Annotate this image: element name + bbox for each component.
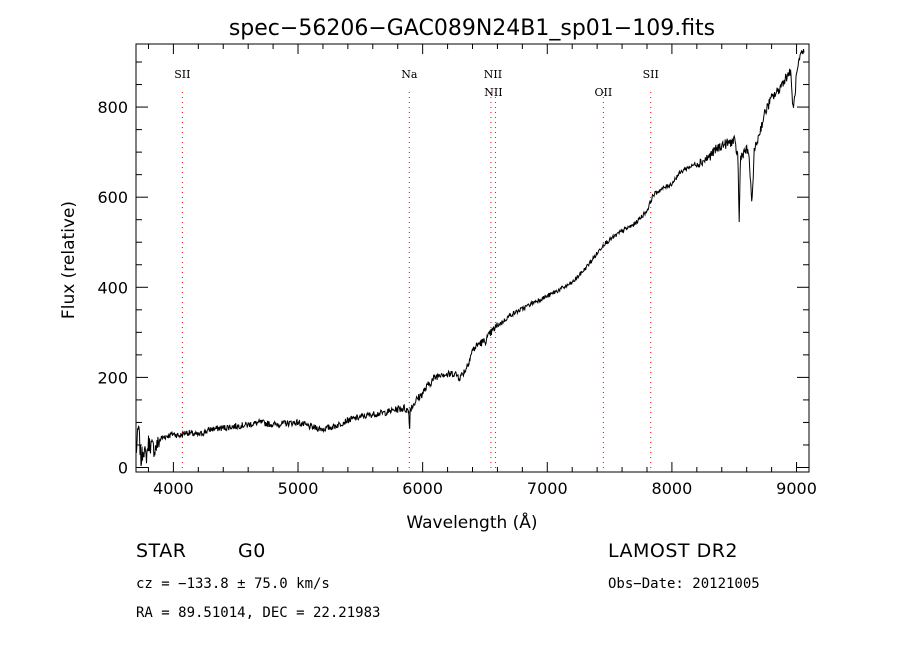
y-tick-label: 0 — [118, 458, 128, 477]
redshift-text: cz = −133.8 ± 75.0 km/s — [136, 576, 330, 592]
object-subclass: G0 — [238, 540, 266, 562]
x-tick-label: 7000 — [527, 479, 568, 498]
x-tick-label: 9000 — [776, 479, 817, 498]
x-tick-label: 5000 — [278, 479, 319, 498]
y-axis-label: Flux (relative) — [59, 201, 79, 319]
survey-name: LAMOST DR2 — [608, 540, 738, 562]
spectral-line-label: SII — [174, 68, 190, 81]
emission-line-markers: SII Na NII NII OII SII — [174, 68, 659, 472]
x-axis: 4000 5000 6000 7000 8000 9000 — [147, 44, 817, 498]
x-axis-label: Wavelength (Å) — [406, 511, 537, 533]
spectral-line-label: SII — [643, 68, 659, 81]
y-tick-label: 600 — [97, 188, 128, 207]
x-tick-label: 4000 — [153, 479, 194, 498]
chart-title: spec−56206−GAC089N24B1_sp01−109.fits — [229, 16, 715, 41]
x-tick-label: 8000 — [652, 479, 693, 498]
x-tick-label: 6000 — [402, 479, 443, 498]
obs-date-text: Obs−Date: 20121005 — [608, 576, 760, 592]
y-tick-label: 800 — [97, 98, 128, 117]
object-class: STAR — [136, 540, 187, 562]
spectrum-line — [136, 49, 805, 467]
y-tick-label: 200 — [97, 368, 128, 387]
spectral-line-label: Na — [401, 68, 418, 81]
y-tick-label: 400 — [97, 278, 128, 297]
spectral-line-label: NII — [484, 86, 502, 99]
coordinates-text: RA = 89.51014, DEC = 22.21983 — [136, 605, 381, 621]
y-axis: 0 200 400 600 800 — [97, 61, 809, 477]
spectral-line-label: OII — [595, 86, 613, 99]
plot-frame — [135, 43, 810, 473]
spectral-line-label: NII — [484, 68, 502, 81]
